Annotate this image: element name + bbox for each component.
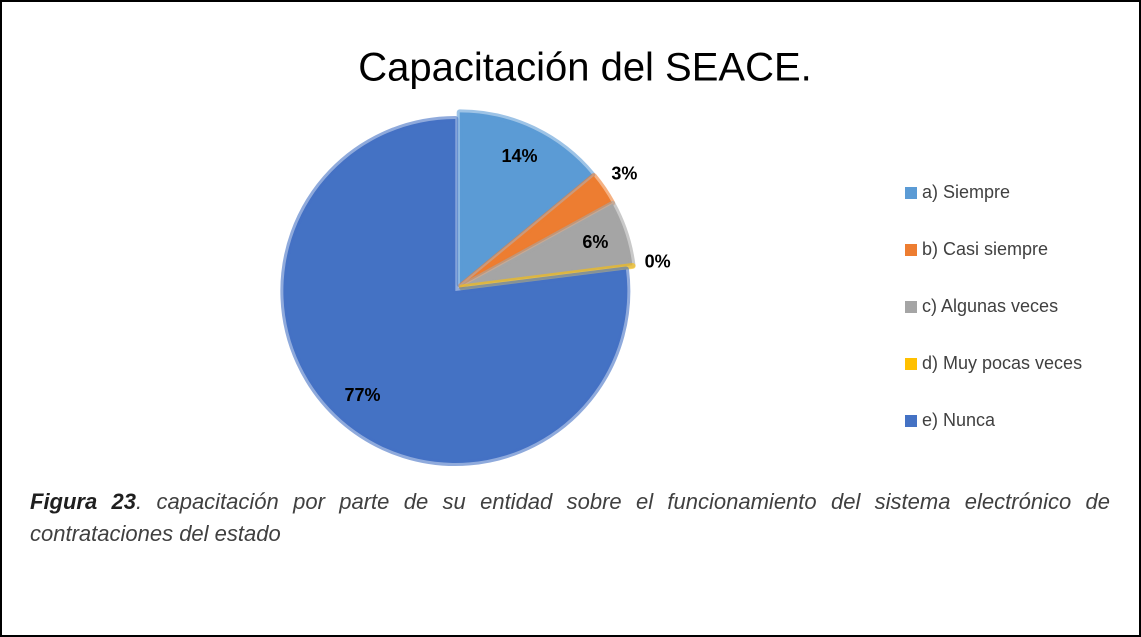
legend-swatch bbox=[905, 301, 917, 313]
legend-label: b) Casi siempre bbox=[922, 239, 1048, 259]
legend-label: e) Nunca bbox=[922, 410, 996, 430]
chart-title: Capacitación del SEACE. bbox=[358, 46, 812, 90]
legend-swatch bbox=[905, 415, 917, 427]
data-label: 14% bbox=[502, 146, 538, 166]
pie-slice bbox=[456, 109, 596, 288]
caption-text: . capacitación por parte de su entidad s… bbox=[30, 489, 1110, 546]
legend-label: a) Siempre bbox=[922, 182, 1010, 202]
legend-swatch bbox=[905, 358, 917, 370]
legend-swatch bbox=[905, 244, 917, 256]
caption-label: Figura 23 bbox=[30, 489, 137, 514]
data-label: 0% bbox=[645, 252, 671, 272]
data-label: 6% bbox=[582, 232, 608, 252]
caption: Figura 23. capacitación por parte de su … bbox=[30, 486, 1110, 550]
data-label: 77% bbox=[344, 385, 380, 405]
legend-swatch bbox=[905, 187, 917, 199]
data-label: 3% bbox=[611, 164, 637, 184]
legend-label: d) Muy pocas veces bbox=[922, 353, 1082, 373]
pie-slice bbox=[280, 116, 631, 466]
legend-label: c) Algunas veces bbox=[922, 296, 1058, 316]
